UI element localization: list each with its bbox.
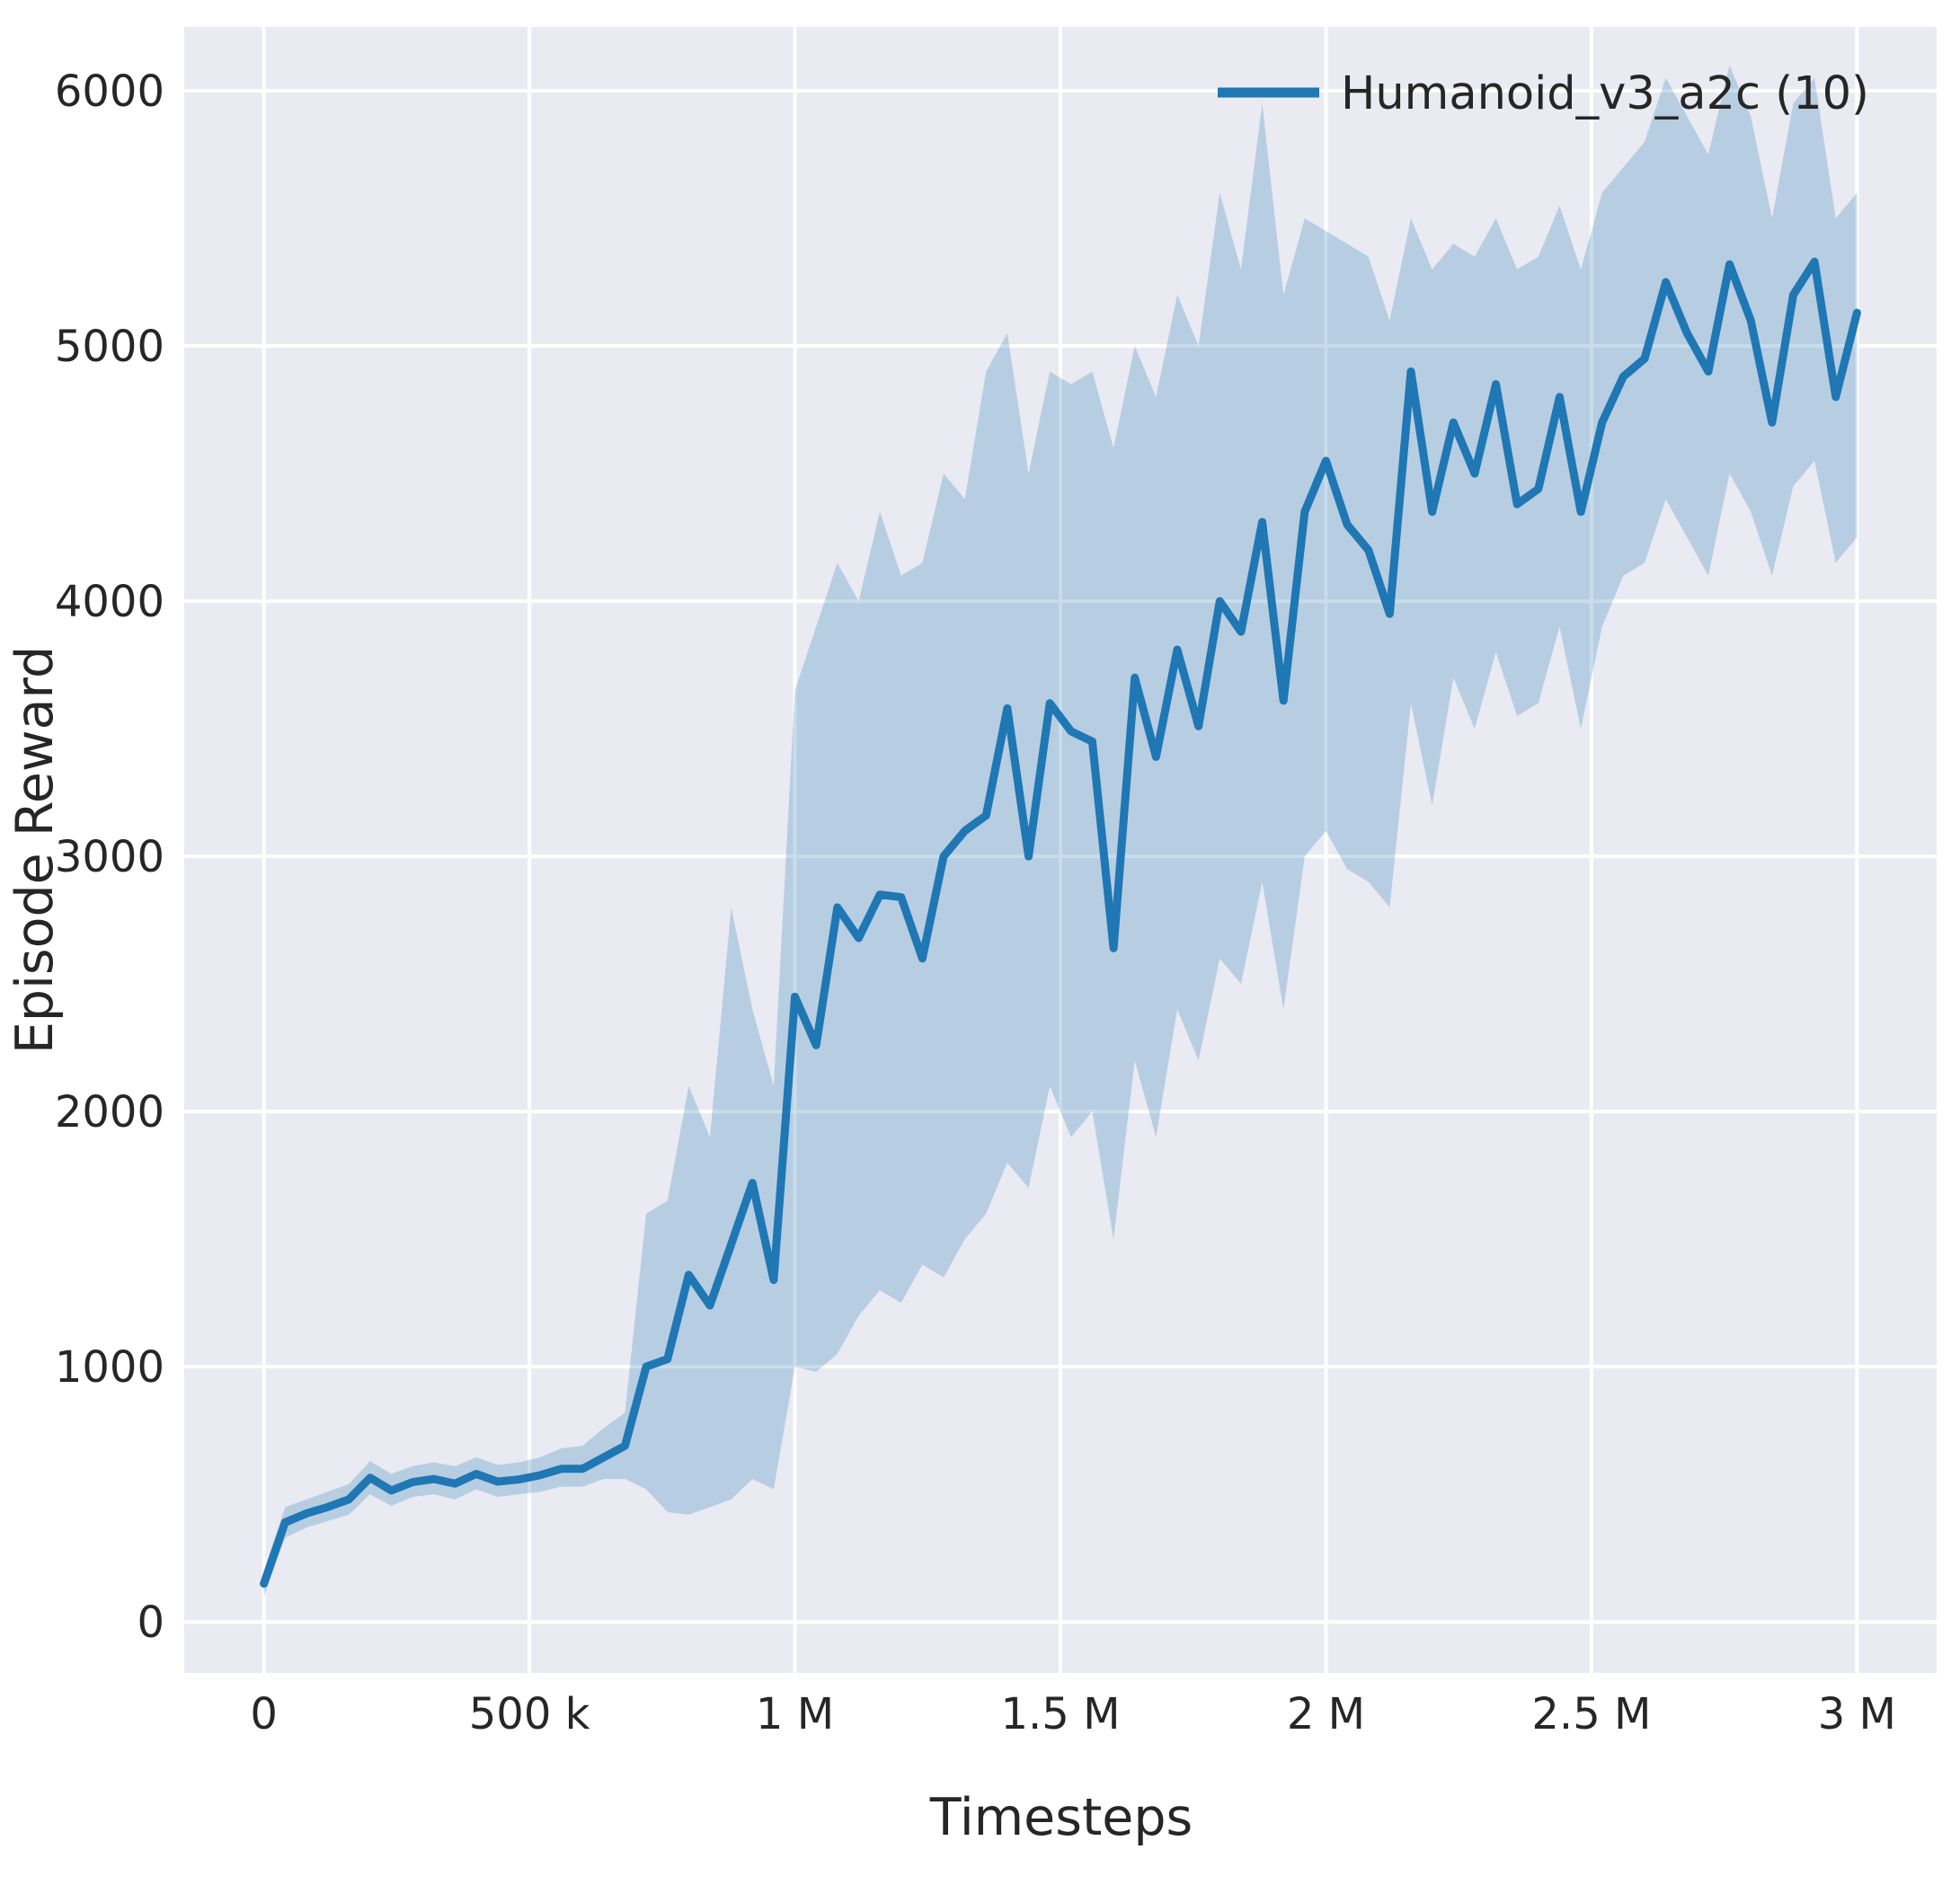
x-tick-label: 0 xyxy=(250,1689,278,1739)
y-tick-label: 0 xyxy=(137,1597,164,1648)
y-tick-label: 6000 xyxy=(55,66,164,117)
x-tick-label: 1 M xyxy=(756,1689,834,1739)
y-tick-label: 5000 xyxy=(55,322,164,372)
confidence-band xyxy=(263,65,1858,1597)
y-tick-label: 4000 xyxy=(55,577,164,627)
y-tick-label: 1000 xyxy=(55,1342,164,1393)
y-tick-label: 3000 xyxy=(55,832,164,882)
confidence-band-group xyxy=(263,65,1858,1597)
series-line-group xyxy=(260,257,1861,1589)
x-tick-labels: 0 500 k 1 M 1.5 M 2 M 2.5 M 3 M xyxy=(250,1689,1896,1739)
legend-label: Humanoid_v3_a2c (10) xyxy=(1341,67,1869,120)
y-tick-label: 2000 xyxy=(55,1087,164,1137)
x-axis-label: Timesteps xyxy=(929,1788,1193,1847)
x-tick-label: 2 M xyxy=(1287,1689,1365,1739)
x-tick-label: 2.5 M xyxy=(1531,1689,1651,1739)
y-axis-label: Episode Reward xyxy=(5,646,65,1054)
gridlines xyxy=(184,27,1937,1673)
series-line xyxy=(260,257,1861,1589)
x-tick-label: 1.5 M xyxy=(1000,1689,1120,1739)
legend: Humanoid_v3_a2c (10) xyxy=(1218,67,1869,120)
x-tick-label: 500 k xyxy=(469,1689,590,1739)
y-tick-labels: 0 1000 2000 3000 4000 5000 6000 xyxy=(55,66,164,1648)
x-tick-label: 3 M xyxy=(1818,1689,1896,1739)
